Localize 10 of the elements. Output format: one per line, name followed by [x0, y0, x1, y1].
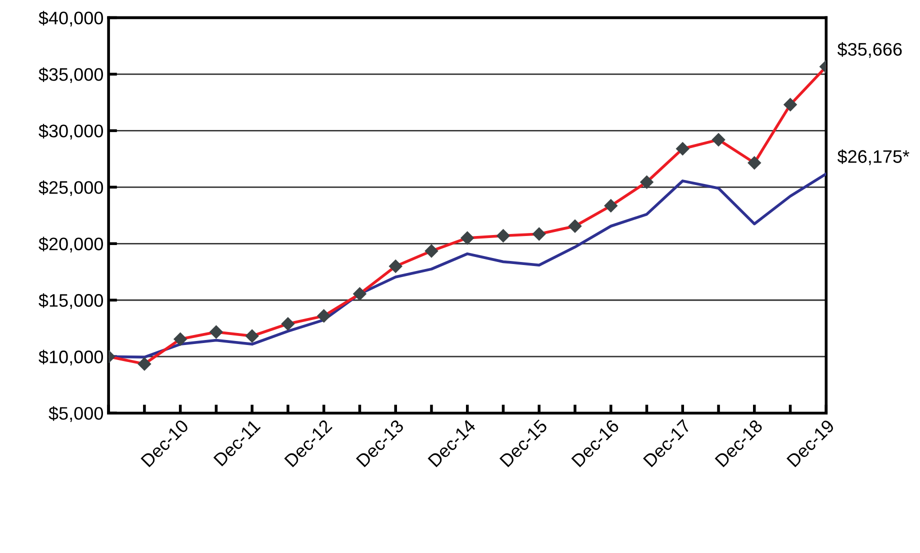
y-tick-label: $35,000 — [38, 67, 103, 84]
y-tick-label: $10,000 — [38, 350, 103, 366]
y-tick-label: $30,000 — [38, 124, 103, 140]
y-tick-label: $20,000 — [38, 236, 103, 252]
annotation: $35,666 — [837, 42, 902, 58]
y-tick-label: $15,000 — [38, 293, 103, 309]
y-tick-label: $25,000 — [38, 180, 103, 196]
annotation: $26,175* — [837, 149, 910, 166]
y-tick-label: $40,000 — [38, 10, 103, 27]
y-tick-label: $5,000 — [48, 406, 103, 422]
